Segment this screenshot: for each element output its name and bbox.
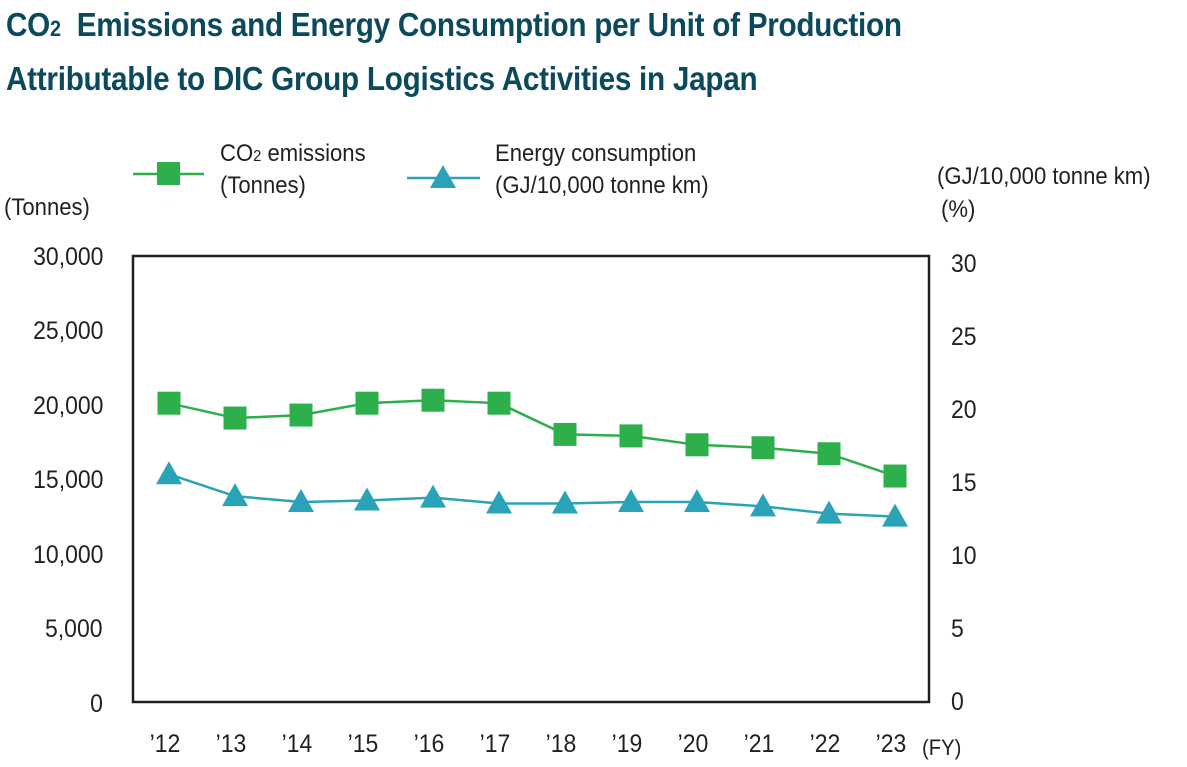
x-tick-label: ’13	[215, 730, 247, 758]
energy-data-point	[486, 490, 512, 514]
chart-title-line1: CO2 Emissions and Energy Consumption per…	[6, 6, 902, 43]
plot-frame	[131, 254, 931, 704]
x-tick-label: ’21	[743, 730, 775, 758]
legend-co2-square-icon	[157, 162, 180, 185]
energy-data-point	[816, 500, 842, 524]
left-axis-unit: (Tonnes)	[4, 194, 90, 221]
chart-title-line2: Attributable to DIC Group Logistics Acti…	[6, 60, 758, 97]
energy-data-point	[552, 490, 578, 514]
co2-data-point	[883, 464, 907, 488]
left-tick-label: 20,000	[32, 392, 103, 420]
co2-data-point	[619, 424, 643, 448]
co2-data-point	[487, 391, 511, 415]
co2-data-point	[223, 406, 247, 430]
left-tick-label: 5,000	[45, 615, 103, 643]
energy-data-point	[684, 488, 710, 512]
legend-energy-label: Energy consumption	[495, 140, 697, 167]
right-tick-label: 0	[951, 688, 964, 716]
x-tick-label: ’23	[875, 730, 907, 758]
x-axis-unit: (FY)	[922, 735, 962, 760]
co2-series-line	[168, 398, 896, 478]
energy-data-point	[420, 484, 446, 508]
right-tick-label: 5	[951, 615, 964, 643]
energy-data-point	[222, 483, 248, 507]
right-tick-label: 30	[951, 250, 977, 278]
left-tick-label: 15,000	[32, 466, 103, 494]
right-tick-label: 25	[951, 323, 977, 351]
energy-data-point	[882, 503, 908, 527]
x-tick-label: ’20	[677, 730, 709, 758]
legend-co2-label: CO2 emissions	[220, 140, 366, 167]
x-tick-label: ’12	[149, 730, 181, 758]
co2-data-point	[421, 388, 445, 412]
energy-data-point	[156, 461, 182, 485]
energy-series-line	[168, 473, 896, 518]
x-tick-label: ’14	[281, 730, 313, 758]
legend-co2-unit: (Tonnes)	[220, 172, 306, 199]
left-tick-label: 0	[90, 690, 103, 718]
right-tick-label: 15	[951, 469, 977, 497]
right-axis-unit-line2: (%)	[941, 196, 976, 223]
co2-data-point	[751, 436, 775, 460]
right-axis-unit-line1: (GJ/10,000 tonne km)	[937, 163, 1151, 190]
energy-data-point	[288, 488, 314, 512]
x-tick-label: ’17	[479, 730, 511, 758]
co2-data-point	[355, 391, 379, 415]
co2-data-point	[685, 433, 709, 457]
left-tick-label: 25,000	[32, 317, 103, 345]
legend-energy-triangle-icon	[430, 165, 456, 188]
energy-data-point	[354, 487, 380, 511]
x-tick-label: ’18	[545, 730, 577, 758]
x-tick-label: ’22	[809, 730, 841, 758]
left-tick-label: 30,000	[32, 243, 103, 271]
legend-energy-unit: (GJ/10,000 tonne km)	[495, 172, 709, 199]
x-tick-label: ’16	[413, 730, 445, 758]
right-tick-label: 20	[951, 396, 977, 424]
co2-data-point	[817, 442, 841, 466]
energy-data-point	[750, 493, 776, 517]
co2-data-point	[157, 391, 181, 415]
x-tick-label: ’15	[347, 730, 379, 758]
chart-title: CO2 Emissions and Energy Consumption per…	[6, 0, 902, 104]
energy-data-point	[618, 488, 644, 512]
x-tick-label: ’19	[611, 730, 643, 758]
left-tick-label: 10,000	[32, 541, 103, 569]
co2-data-point	[553, 422, 577, 446]
co2-data-point	[289, 403, 313, 427]
right-tick-label: 10	[951, 542, 977, 570]
